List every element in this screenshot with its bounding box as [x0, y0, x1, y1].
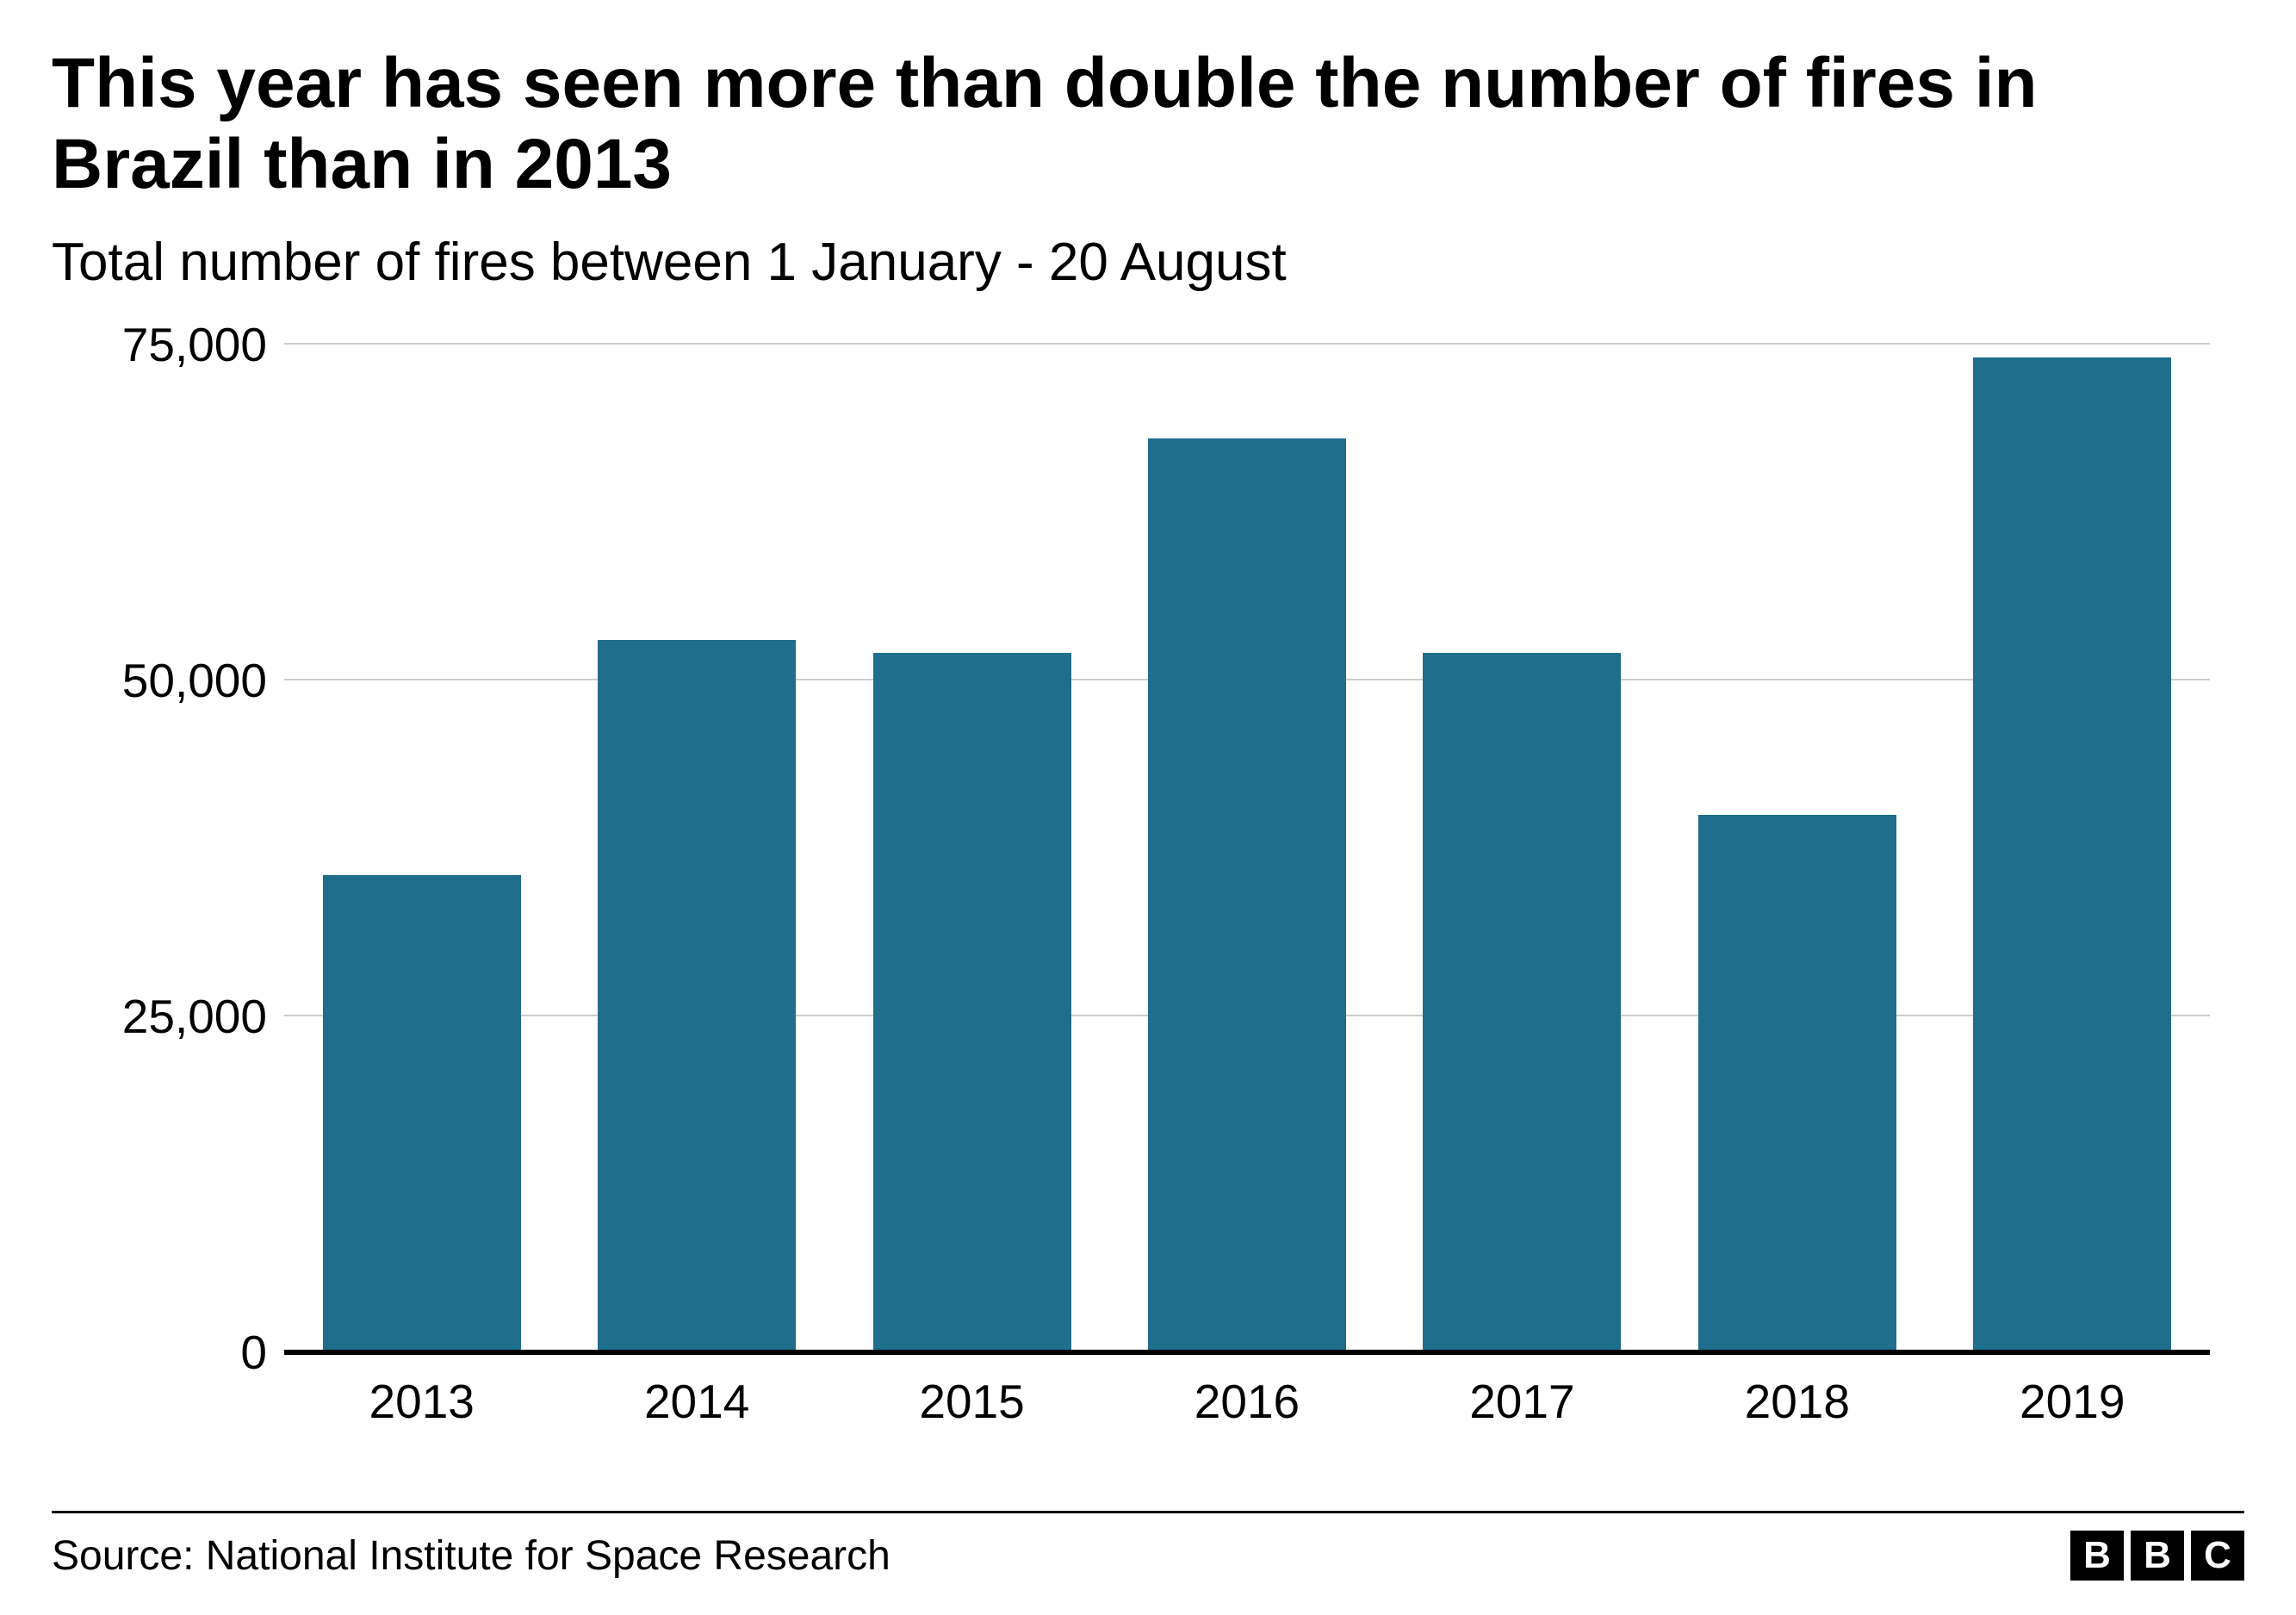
bbc-logo-letter: B — [2070, 1531, 2124, 1581]
bbc-logo-letter: B — [2131, 1531, 2184, 1581]
chart-footer: Source: National Institute for Space Res… — [52, 1511, 2244, 1581]
bar-slot: 2019 — [1935, 345, 2210, 1352]
source-label: Source: National Institute for Space Res… — [52, 1532, 890, 1580]
bar-slot: 2016 — [1109, 345, 1384, 1352]
ytick-label: 0 — [240, 1325, 267, 1380]
bar-slot: 2014 — [559, 345, 834, 1352]
bar — [1423, 653, 1621, 1351]
x-axis-baseline — [284, 1350, 2210, 1355]
bar-slot: 2013 — [284, 345, 559, 1352]
bbc-logo: B B C — [2070, 1531, 2244, 1581]
ytick-label: 75,000 — [122, 317, 267, 372]
bar-slot: 2017 — [1385, 345, 1660, 1352]
xtick-label: 2017 — [1469, 1374, 1574, 1429]
plot-region: 2013201420152016201720182019 — [284, 345, 2210, 1352]
chart-title: This year has seen more than double the … — [52, 43, 2244, 206]
xtick-label: 2014 — [644, 1374, 749, 1429]
xtick-label: 2015 — [919, 1374, 1024, 1429]
bar — [873, 653, 1071, 1351]
xtick-label: 2018 — [1745, 1374, 1850, 1429]
bar — [598, 640, 796, 1352]
chart-area: 2013201420152016201720182019 025,00050,0… — [52, 345, 2244, 1456]
ytick-label: 50,000 — [122, 653, 267, 708]
bar — [1148, 438, 1346, 1352]
xtick-label: 2016 — [1195, 1374, 1300, 1429]
bar — [1973, 357, 2171, 1351]
bar — [1698, 815, 1896, 1352]
bbc-logo-letter: C — [2191, 1531, 2244, 1581]
xtick-label: 2013 — [369, 1374, 475, 1429]
bar-slot: 2018 — [1660, 345, 1934, 1352]
ytick-label: 25,000 — [122, 989, 267, 1044]
chart-subtitle: Total number of fires between 1 January … — [52, 232, 2244, 293]
bars-group: 2013201420152016201720182019 — [284, 345, 2210, 1352]
xtick-label: 2019 — [2020, 1374, 2125, 1429]
bar — [323, 875, 521, 1352]
chart-container: This year has seen more than double the … — [0, 0, 2296, 1615]
bar-slot: 2015 — [835, 345, 1109, 1352]
